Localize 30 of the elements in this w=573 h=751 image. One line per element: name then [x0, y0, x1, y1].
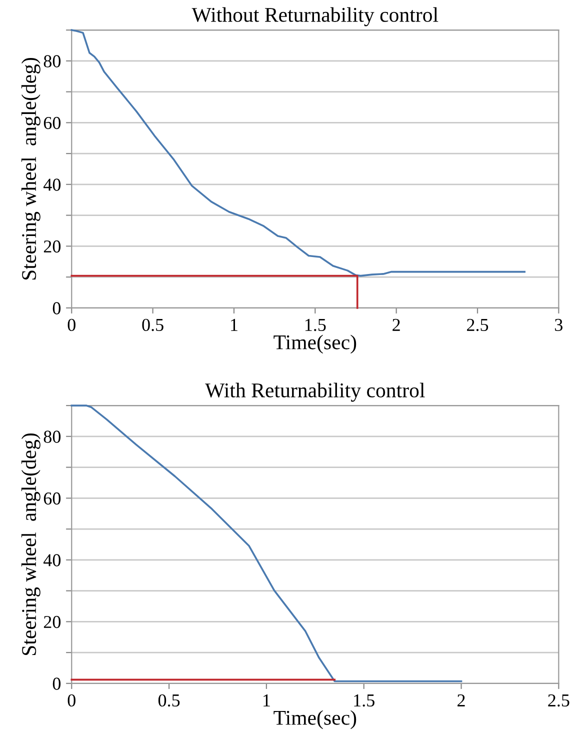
x-tick-label: 1.5 [354, 694, 374, 707]
y-tick-label: 80 [44, 430, 61, 443]
y-axis-title: Steering wheel angle(deg) [21, 433, 40, 656]
x-tick-label: 0 [68, 694, 76, 707]
line-series [70, 29, 526, 277]
y-tick-label: 60 [44, 492, 61, 505]
y-tick-label: 0 [52, 302, 61, 314]
x-tick-label: 0.5 [158, 694, 180, 707]
x-tick-label: 1 [231, 318, 238, 331]
y-tick-label: 0 [52, 678, 61, 690]
x-axis-title: Time(sec) [274, 710, 356, 730]
x-tick-label: 0.5 [142, 318, 164, 332]
x-tick-label: 2.5 [548, 694, 570, 707]
chart-title: Without Returnability control [192, 7, 438, 26]
y-axis-title: Steering wheel angle(deg) [21, 58, 40, 280]
y-tick-label: 40 [44, 554, 61, 566]
x-tick-label: 3 [555, 318, 562, 332]
y-tick-label: 60 [44, 116, 61, 130]
x-tick-label: 2 [458, 694, 465, 706]
x-tick-label: 0 [68, 318, 76, 332]
x-tick-label: 2 [392, 318, 400, 331]
y-tick-label: 80 [44, 55, 61, 68]
x-axis-title: Time(sec) [274, 334, 356, 354]
y-tick-label: 20 [44, 240, 61, 253]
y-tick-label: 20 [44, 616, 61, 628]
x-tick-label: 1.5 [305, 318, 326, 332]
chart-title: With Returnability control [205, 382, 425, 402]
x-tick-label: 2.5 [467, 318, 488, 332]
x-tick-label: 1 [264, 694, 270, 706]
y-tick-label: 40 [44, 178, 61, 191]
